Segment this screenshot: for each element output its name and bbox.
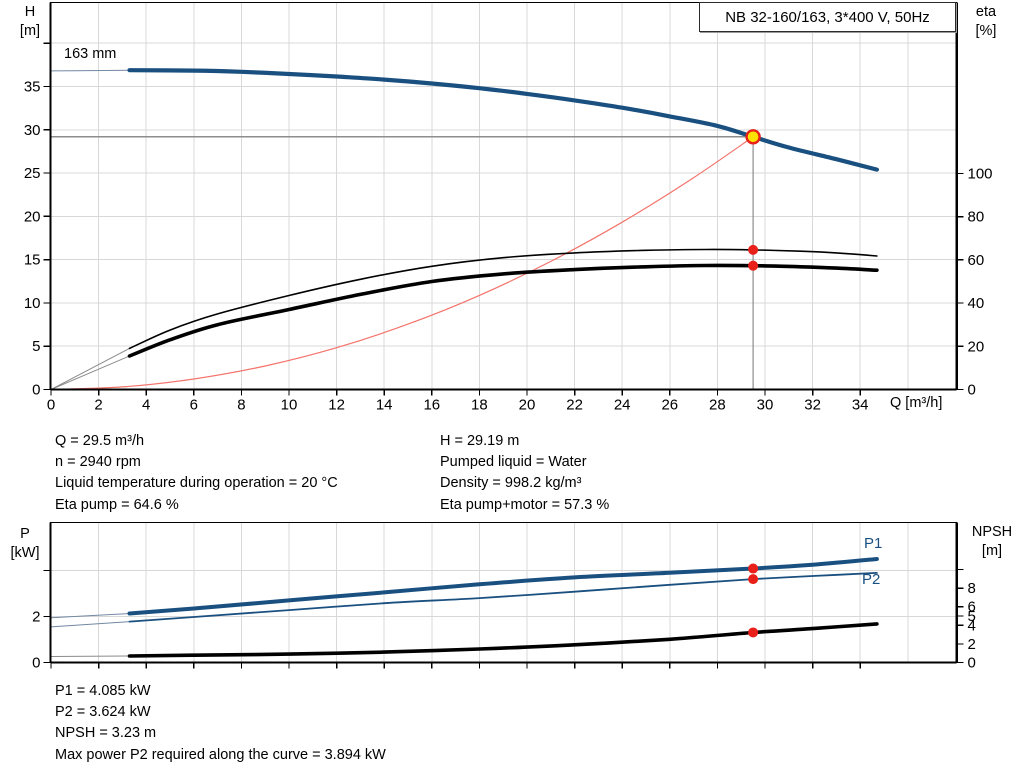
info-p1: P1 = 4.085 kW (55, 683, 151, 699)
marker-p2-dot (748, 574, 759, 585)
right-axis-tick-label: 5 (968, 608, 976, 625)
plot-frame (50, 2, 957, 390)
p-axis-letter: P (20, 526, 30, 542)
duty-info-left: Q = 29.5 m³/h n = 2940 rpm Liquid temper… (55, 431, 338, 516)
left-axis-tick-label: 0 (32, 382, 40, 399)
x-tick-label: 22 (566, 397, 583, 414)
pump-model-title: NB 32-160/163, 3*400 V, 50Hz (725, 8, 930, 26)
right-axis-tick-label: 6 (968, 599, 976, 616)
x-tick-label: 30 (757, 397, 774, 414)
pump-model-title-box: NB 32-160/163, 3*400 V, 50Hz (699, 2, 956, 32)
duty-point-marker (745, 129, 761, 145)
curve-npsh (127, 622, 879, 658)
left-axis-tick-label: 15 (24, 252, 41, 269)
x-tick-label: 4 (142, 397, 150, 414)
info-head: H = 29.19 m (440, 433, 520, 449)
right-axis-tick-label: 40 (968, 295, 985, 312)
x-tick-label: 26 (661, 397, 678, 414)
info-eta-pump: Eta pump = 64.6 % (55, 496, 179, 513)
x-tick-label: 32 (804, 397, 821, 414)
right-axis-tick-label: 100 (968, 165, 993, 182)
marker-eta-pump-motor-dot (748, 260, 759, 271)
h-axis-letter: H (24, 4, 36, 20)
eta-axis-title: eta [%] (963, 3, 1009, 41)
curve-eta-pump (128, 248, 878, 350)
marker-eta-pump-dot (748, 244, 759, 255)
h-axis-title: H [m] (9, 3, 51, 41)
x-tick-label: 0 (47, 397, 55, 414)
x-tick-label: 14 (376, 397, 393, 414)
left-axis-tick-label: 30 (24, 122, 41, 139)
curve-head (127, 68, 879, 172)
right-axis-tick-label: 2 (968, 636, 976, 653)
right-axis-tick-label: 4 (968, 617, 976, 634)
right-axis-tick-label: 0 (968, 382, 976, 399)
info-eta-pump-motor: Eta pump+motor = 57.3 % (440, 496, 610, 513)
q-axis-title: Q [m³/h] (890, 395, 943, 411)
info-max-power: Max power P2 required along the curve = … (55, 746, 386, 763)
eta-axis-letter: eta (975, 4, 997, 20)
left-axis-tick-label: 20 (24, 208, 41, 225)
info-liquid-temp: Liquid temperature during operation = 20… (55, 475, 338, 492)
p2-curve-label: P2 (862, 571, 881, 588)
duty-info-right: H = 29.19 m Pumped liquid = Water Densit… (440, 431, 609, 516)
info-pumped-liquid: Pumped liquid = Water (440, 454, 587, 471)
x-tick-label: 2 (94, 397, 102, 414)
x-tick-label: 18 (471, 397, 488, 414)
curve-head-ext (50, 69, 130, 72)
left-axis-tick-label: 2 (32, 609, 40, 626)
x-tick-label: 10 (281, 397, 298, 414)
right-axis-tick-label: 0 (968, 655, 976, 672)
left-axis-tick-label: 25 (24, 165, 41, 182)
info-speed: n = 2940 rpm (55, 454, 141, 471)
curve-p2-ext (50, 621, 130, 628)
panel-qh-eta-chart: 0 2 4 6 8 10 12 14 16 18 20 22 24 26 28 30 32 34051015202… (24, 2, 993, 414)
right-axis-tick-label: 60 (968, 252, 985, 269)
x-tick-label: 34 (852, 397, 869, 414)
npsh-axis-title: NPSH [m] (966, 523, 1018, 561)
marker-npsh-dot (748, 627, 759, 638)
right-axis-tick-label: 80 (968, 209, 985, 226)
npsh-axis-unit: [m] (981, 543, 1003, 559)
right-axis-tick-label: 8 (968, 580, 976, 597)
info-npsh: NPSH = 3.23 m (55, 725, 157, 742)
p-axis-unit: [kW] (10, 545, 40, 561)
plot-frame (50, 522, 957, 663)
panel-power-npsh-chart: 0 2 0 2 456 8 (32, 522, 976, 672)
left-axis-tick-label: 0 (32, 655, 40, 672)
x-tick-label: 24 (614, 397, 631, 414)
curve-p1-ext (50, 613, 130, 619)
h-axis-unit: [m] (19, 23, 41, 39)
x-tick-label: 12 (328, 397, 345, 414)
curve-p1 (127, 557, 879, 616)
left-axis-tick-label: 35 (24, 79, 41, 96)
x-tick-label: 16 (423, 397, 440, 414)
x-tick-label: 28 (709, 397, 726, 414)
curve-eta-pump-motor-ext (50, 355, 130, 390)
curve-eta-pump-ext (50, 347, 130, 390)
power-info-block: P1 = 4.085 kW P2 = 3.624 kW NPSH = 3.23 … (55, 681, 386, 766)
eta-axis-unit: [%] (975, 23, 997, 39)
x-tick-label: 20 (519, 397, 536, 414)
info-density: Density = 998.2 kg/m³ (440, 475, 582, 492)
curve-npsh-ext (50, 655, 130, 657)
info-p2: P2 = 3.624 kW (55, 704, 151, 721)
curve-eta-pump-motor (127, 263, 879, 358)
left-axis-tick-label: 10 (24, 295, 41, 312)
right-axis-tick-label: 20 (968, 338, 985, 355)
p-axis-title: P [kW] (4, 525, 46, 563)
npsh-axis-letter: NPSH (971, 524, 1013, 540)
p1-curve-label: P1 (864, 535, 883, 552)
curve-p2 (128, 572, 878, 623)
info-q: Q = 29.5 m³/h (55, 433, 145, 449)
impeller-diameter-label: 163 mm (64, 46, 117, 62)
x-tick-label: 8 (237, 397, 245, 414)
left-axis-tick-label: 5 (32, 338, 40, 355)
marker-p1-dot (748, 563, 759, 574)
x-tick-label: 6 (190, 397, 198, 414)
curve-system-curve (50, 136, 754, 391)
